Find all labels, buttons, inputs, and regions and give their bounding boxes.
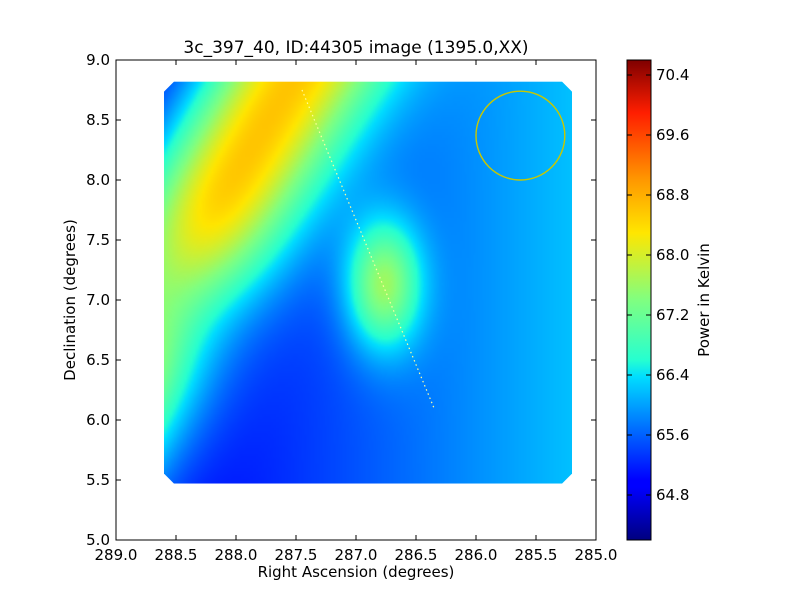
colorbar-tick-label: 68.8 — [656, 186, 689, 204]
colorbar-gradient — [627, 60, 651, 540]
colorbar-tick-label: 66.4 — [656, 366, 689, 384]
y-tick-label: 8.5 — [86, 111, 110, 129]
y-axis: 5.0 5.5 6.0 6.5 7.0 7.5 8.0 8.5 9.0 — [86, 51, 596, 549]
heatmap-image — [164, 81, 572, 484]
colorbar-tick-label: 70.4 — [656, 66, 689, 84]
x-tick-label: 286.0 — [455, 546, 498, 564]
y-tick-label: 8.0 — [86, 171, 110, 189]
x-tick-label: 286.5 — [395, 546, 438, 564]
x-tick-label: 285.0 — [575, 546, 618, 564]
beam-circle — [475, 90, 566, 181]
colorbar-tick-label: 67.2 — [656, 306, 689, 324]
plot-area: 289.0 288.5 288.0 287.5 287.0 286.5 286.0 285.5… — [86, 51, 617, 564]
heatmap-raster — [164, 81, 572, 484]
colorbar-ticks: 64.8 65.6 66.4 67.2 68.0 68.8 69.6 70.4 — [627, 66, 689, 504]
x-tick-label: 288.5 — [155, 546, 198, 564]
y-tick-label: 7.5 — [86, 231, 110, 249]
y-tick-label: 5.5 — [86, 471, 110, 489]
x-axis: 289.0 288.5 288.0 287.5 287.0 286.5 286.0 285.5… — [95, 60, 618, 564]
x-tick-label: 288.0 — [215, 546, 258, 564]
chart-title: 3c_397_40, ID:44305 image (1395.0,XX) — [183, 38, 528, 58]
x-tick-label: 287.5 — [275, 546, 318, 564]
x-axis-label: Right Ascension (degrees) — [258, 563, 455, 581]
colorbar: 64.8 65.6 66.4 67.2 68.0 68.8 69.6 70.4 Power i… — [626, 59, 713, 541]
colorbar-tick-label: 65.6 — [656, 426, 689, 444]
x-tick-label: 285.5 — [515, 546, 558, 564]
y-tick-label: 5.0 — [86, 531, 110, 549]
y-tick-label: 9.0 — [86, 51, 110, 69]
y-tick-label: 7.0 — [86, 291, 110, 309]
y-axis-label: Declination (degrees) — [61, 219, 79, 381]
colorbar-tick-label: 69.6 — [656, 126, 689, 144]
dotted-line — [301, 89, 435, 409]
colorbar-tick-label: 68.0 — [656, 246, 689, 264]
colorbar-frame — [626, 59, 652, 541]
y-tick-label: 6.5 — [86, 351, 110, 369]
x-tick-label: 289.0 — [95, 546, 138, 564]
colorbar-tick-label: 64.8 — [656, 486, 689, 504]
x-tick-label: 287.0 — [335, 546, 378, 564]
colorbar-label: Power in Kelvin — [695, 243, 713, 357]
y-tick-label: 6.0 — [86, 411, 110, 429]
